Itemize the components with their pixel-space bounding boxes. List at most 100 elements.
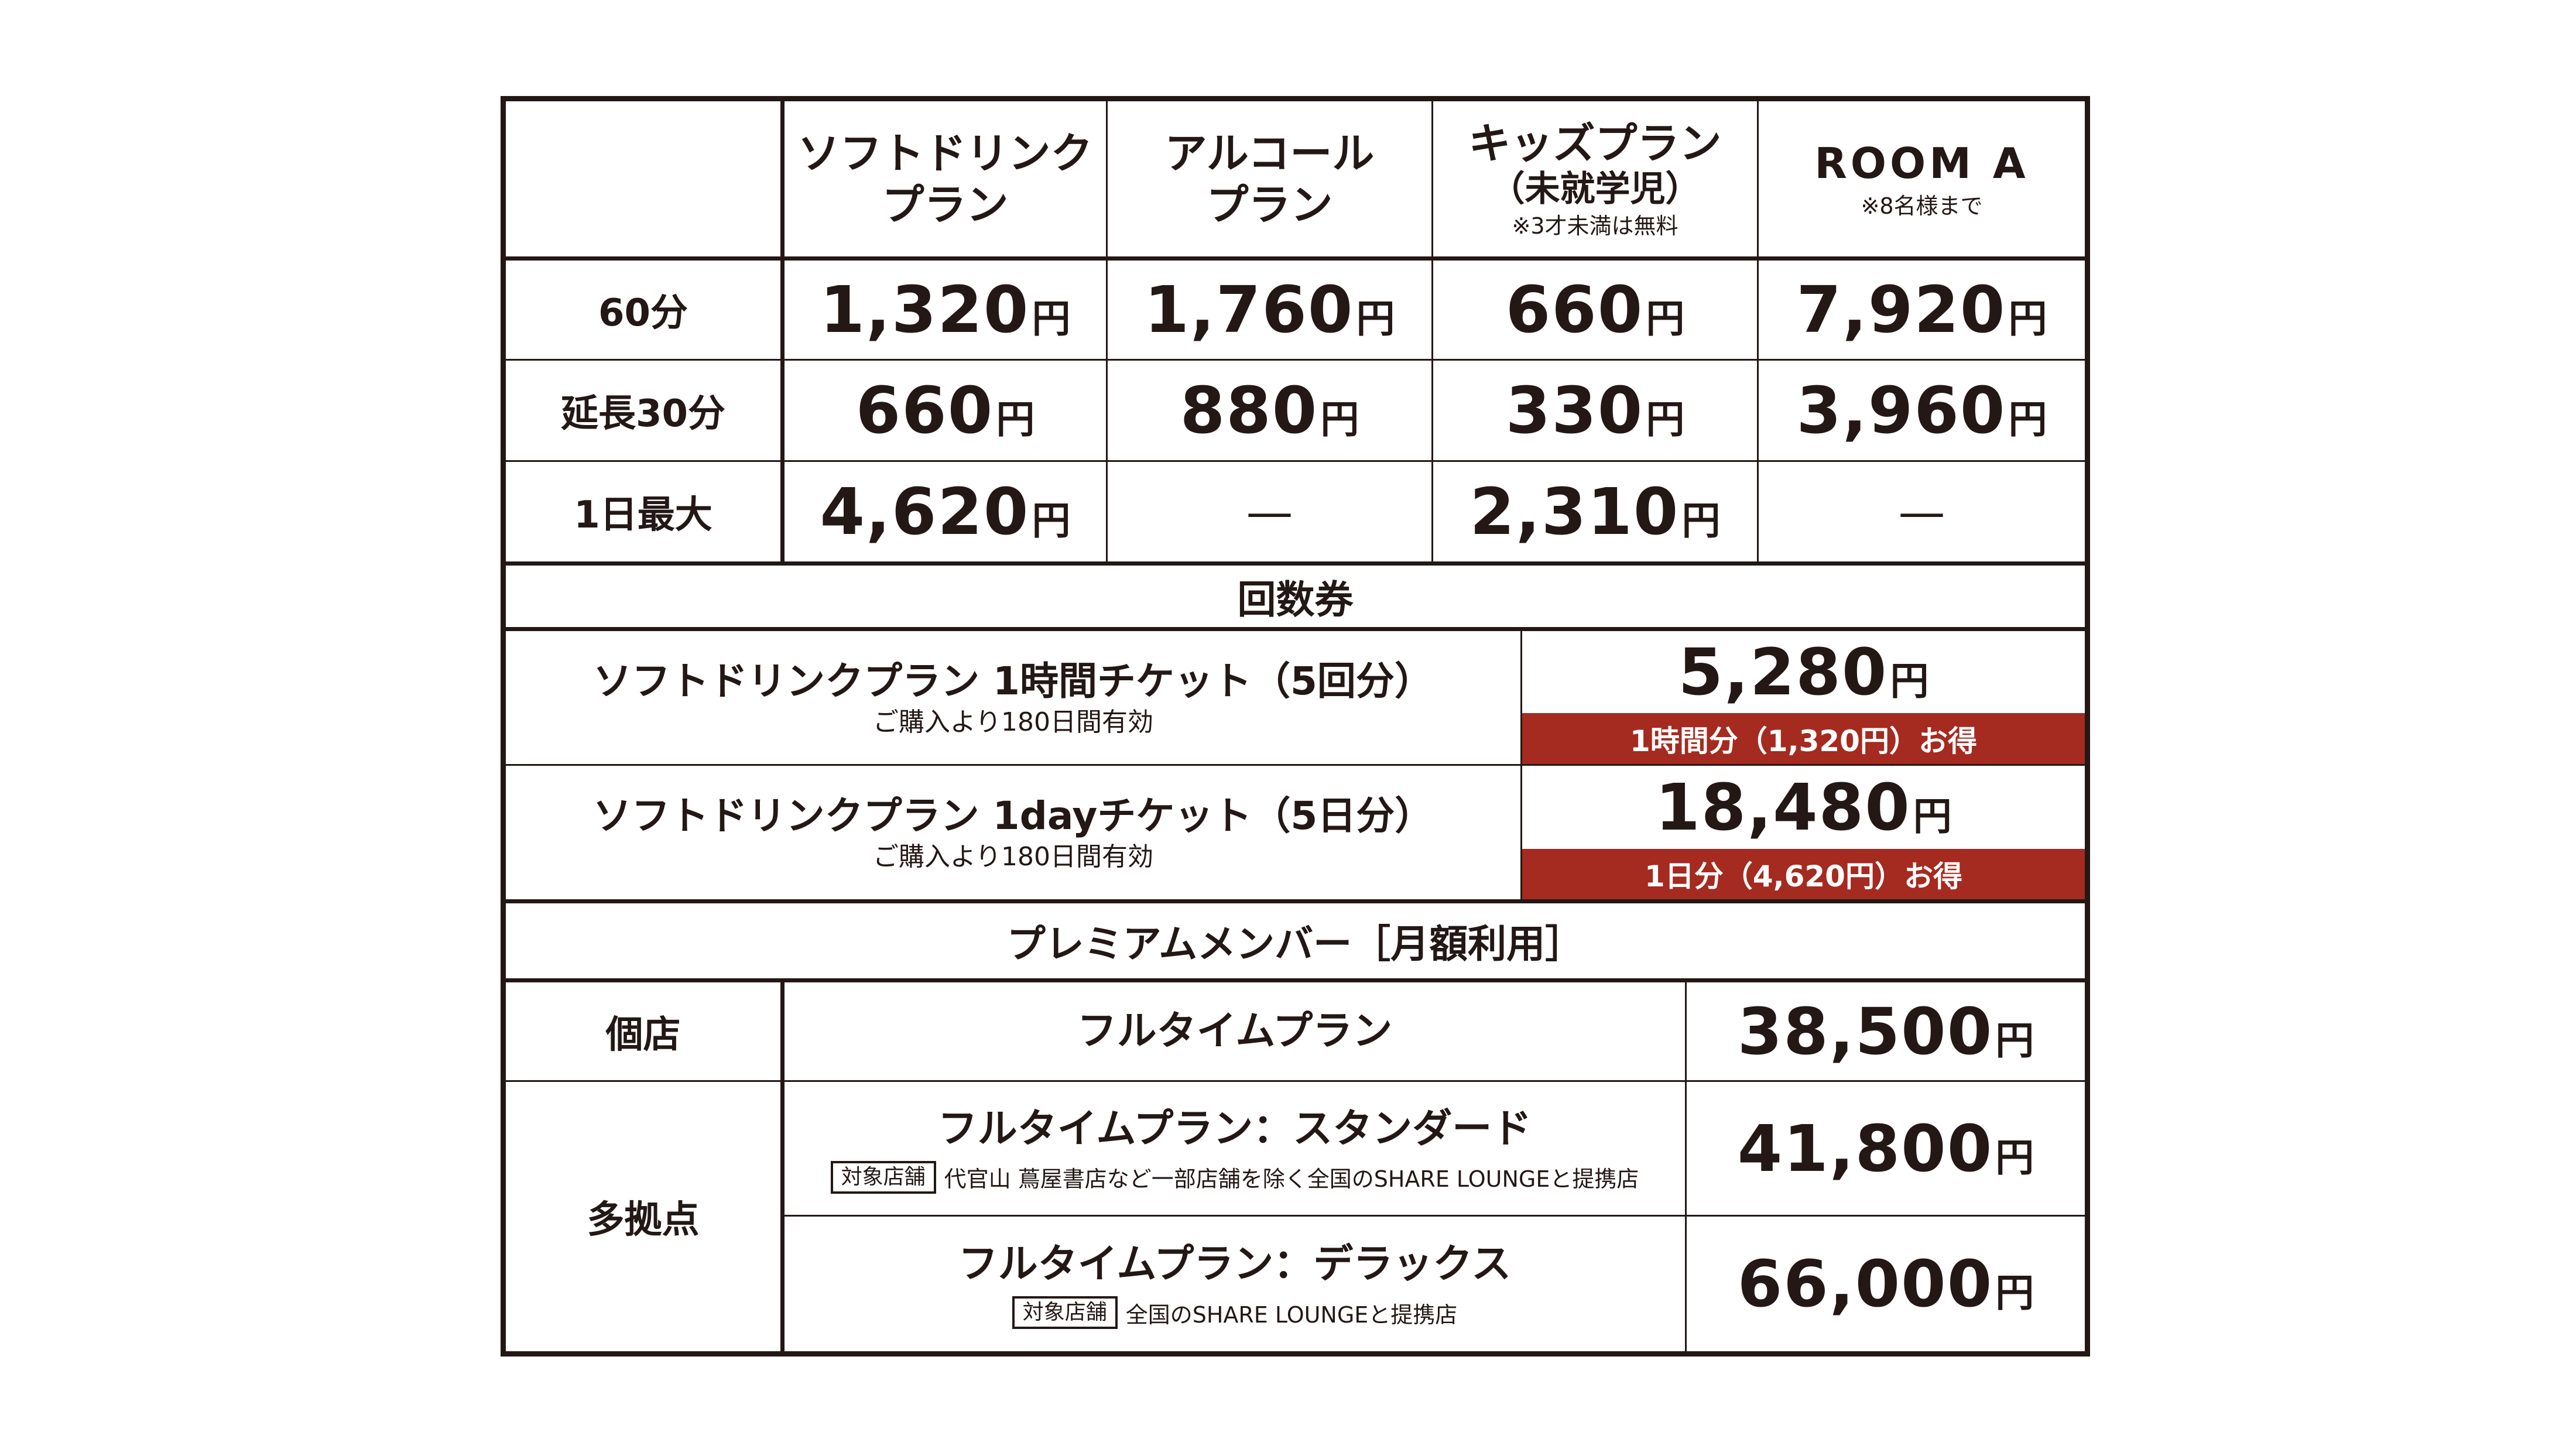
price-cell: 330 円 (1433, 361, 1757, 460)
ticket-daily: ソフトドリンクプラン 1dayチケット（5日分） ご購入より180日間有効 (506, 766, 1520, 899)
price-cell: 1,760 円 (1108, 261, 1431, 359)
benefit-badge: 1時間分（1,320円）お得 (1522, 713, 2085, 764)
price-value: 66,000 (1737, 1246, 1993, 1321)
price-cell: 7,920 円 (1759, 261, 2085, 359)
target-tag: 対象店舗 (830, 1160, 936, 1194)
not-available-dash: — (1246, 484, 1293, 539)
row-divider (506, 460, 2085, 462)
price-value: 3,960 (1796, 373, 2006, 448)
header-cell-room-a: ROOM A ※8名様まで (1759, 101, 2085, 256)
target-text: 代官山 蔦屋書店など一部店舗を除く全国のSHARE LOUNGEと提携店 (944, 1166, 1639, 1192)
ticket-validity: ご購入より180日間有効 (872, 707, 1154, 737)
price-value: 1,760 (1144, 272, 1354, 347)
yen-unit: 円 (1995, 1018, 2034, 1063)
ticket-validity: ご購入より180日間有効 (872, 842, 1154, 872)
price-value: 41,800 (1737, 1111, 1993, 1186)
price-cell: 660 円 (785, 361, 1106, 460)
header-line: ROOM A (1814, 138, 2029, 188)
yen-unit: 円 (1320, 397, 1359, 442)
row-label-60min: 60分 (598, 292, 688, 335)
col-divider (1106, 101, 1108, 561)
header-line: アルコール (1164, 128, 1375, 178)
row-divider (506, 1080, 2085, 1082)
row-divider (506, 561, 2085, 566)
benefit-badge: 1日分（4,620円）お得 (1522, 849, 2085, 899)
plan-name: フルタイムプラン：デラックス (958, 1241, 1512, 1287)
yen-unit: 円 (1646, 397, 1685, 442)
single-store-label: 個店 (605, 1013, 681, 1057)
multi-store-label: 多拠点 (587, 1198, 700, 1242)
plan-name: フルタイムプラン (1077, 1008, 1393, 1054)
col-divider (780, 101, 785, 561)
target-stores: 対象店舗 代官山 蔦屋書店など一部店舗を除く全国のSHARE LOUNGEと提携… (830, 1160, 1639, 1194)
price-cell: 2,310 円 (1433, 462, 1757, 561)
price-value: 880 (1180, 373, 1318, 448)
price-value: 5,280 (1678, 635, 1888, 710)
price-value: 4,620 (820, 474, 1030, 549)
target-tag: 対象店舗 (1012, 1296, 1118, 1329)
plan-deluxe: フルタイムプラン：デラックス 対象店舗 全国のSHARE LOUNGEと提携店 (785, 1217, 1685, 1351)
yen-unit: 円 (1890, 659, 1929, 704)
row-label-extension: 延長30分 (560, 392, 726, 436)
row-divider (506, 764, 2085, 766)
header-subline: （未就学児） (1489, 168, 1701, 210)
row-divider (506, 256, 2085, 261)
col-divider (1685, 978, 1687, 1351)
price-value: 660 (1505, 272, 1644, 347)
header-cell-kids: キッズプラン （未就学児） ※3才未満は無料 (1433, 101, 1757, 256)
ticket-price-cell: 18,480 円 (1522, 766, 2085, 849)
yen-unit: 円 (1356, 296, 1395, 341)
yen-unit: 円 (996, 397, 1035, 442)
price-value: 330 (1505, 373, 1644, 448)
row-divider (780, 1215, 2085, 1217)
row-divider (506, 978, 2085, 982)
header-line: プラン (1206, 180, 1333, 229)
header-line: ソフトドリンク (797, 128, 1093, 178)
header-line: キッズプラン (1468, 118, 1722, 168)
row-divider (506, 627, 2085, 631)
ticket-name: ソフトドリンクプラン 1dayチケット（5日分） (592, 793, 1434, 838)
col-divider (780, 978, 785, 1351)
ticket-price-cell: 5,280 円 (1522, 631, 2085, 713)
plan-name: フルタイムプラン：スタンダード (937, 1105, 1532, 1152)
yen-unit: 円 (2008, 397, 2047, 442)
price-cell: 1,320 円 (785, 261, 1106, 359)
col-divider (1757, 101, 1759, 561)
header-note: ※3才未満は無料 (1512, 213, 1678, 239)
header-line: プラン (882, 180, 1009, 229)
ticket-name: ソフトドリンクプラン 1時間チケット（5回分） (593, 658, 1433, 704)
yen-unit: 円 (1913, 794, 1952, 839)
price-value: 2,310 (1469, 474, 1680, 549)
header-cell-soft-drink: ソフトドリンク プラン (785, 101, 1106, 256)
yen-unit: 円 (1032, 498, 1071, 543)
price-cell: 3,960 円 (1759, 361, 2085, 460)
plan-standard: フルタイムプラン：スタンダード 対象店舗 代官山 蔦屋書店など一部店舗を除く全国… (785, 1082, 1685, 1215)
yen-unit: 円 (1995, 1135, 2034, 1180)
price-cell: 660 円 (1433, 261, 1757, 359)
price-value: 660 (855, 373, 994, 448)
yen-unit: 円 (2008, 296, 2047, 341)
price-value: 1,320 (820, 272, 1030, 347)
header-cell-alcohol: アルコール プラン (1108, 101, 1431, 256)
row-divider (506, 359, 2085, 361)
target-stores: 対象店舗 全国のSHARE LOUNGEと提携店 (1012, 1296, 1457, 1329)
price-cell: 880 円 (1108, 361, 1431, 460)
price-cell: 4,620 円 (785, 462, 1106, 561)
plan-price-cell: 38,500 円 (1687, 982, 2085, 1080)
row-divider (506, 899, 2085, 903)
price-value: 7,920 (1796, 272, 2006, 347)
price-value: 18,480 (1655, 770, 1911, 845)
yen-unit: 円 (1646, 296, 1685, 341)
col-divider (1431, 101, 1433, 561)
price-table: ソフトドリンク プラン アルコール プラン キッズプラン （未就学児） ※3才未… (501, 96, 2090, 1356)
row-label-daily-max: 1日最大 (574, 494, 712, 537)
plan-price-cell: 66,000 円 (1687, 1217, 2085, 1351)
tickets-section-title: 回数券 (1237, 577, 1354, 622)
yen-unit: 円 (1681, 498, 1721, 543)
plan-price-cell: 41,800 円 (1687, 1082, 2085, 1215)
not-available-dash: — (1898, 484, 1945, 539)
yen-unit: 円 (1032, 296, 1071, 341)
price-value: 38,500 (1737, 994, 1993, 1069)
yen-unit: 円 (1995, 1270, 2034, 1316)
col-divider (1520, 627, 1522, 899)
